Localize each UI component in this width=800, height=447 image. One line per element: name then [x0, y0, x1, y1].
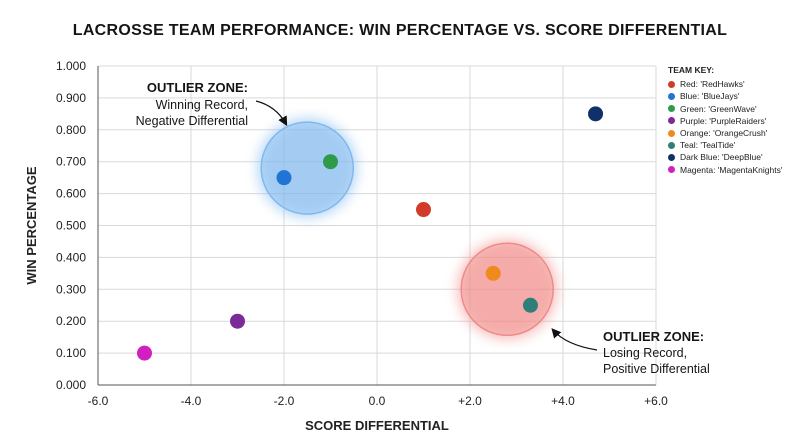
- annotation-arrow: [255, 100, 288, 127]
- legend-swatch: [668, 129, 675, 137]
- y-tick-label: 0.900: [56, 91, 86, 105]
- legend-item: Red: 'RedHawks': [668, 78, 782, 90]
- legend-swatch: [668, 80, 675, 88]
- legend-item: Blue: 'BlueJays': [668, 90, 782, 102]
- axes: -6.0 -4.0 -2.0 0.0 +2.0 +4.0 +6.0 0.000 0.100 0.2…: [24, 59, 668, 433]
- zone-circle: [260, 121, 354, 215]
- y-tick-label: 1.000: [56, 59, 86, 73]
- annotation-arrow: [551, 328, 598, 351]
- data-point: [416, 202, 431, 218]
- outlier-zones: [257, 118, 558, 340]
- x-tick-label: -2.0: [274, 394, 295, 408]
- legend-label: Blue: 'BlueJays': [680, 91, 740, 102]
- legend-item: Green: 'GreenWave': [668, 103, 782, 115]
- data-points: [137, 106, 604, 361]
- x-tick-label: -4.0: [181, 394, 202, 408]
- legend-item: Teal: 'TealTide': [668, 139, 782, 151]
- data-point: [323, 154, 338, 170]
- zone-circle: [460, 242, 554, 337]
- data-point: [230, 313, 245, 329]
- y-tick-label: 0.400: [56, 250, 86, 264]
- x-axis-label: SCORE DIFFERENTIAL: [305, 418, 449, 433]
- annotation-line: Losing Record,: [603, 346, 687, 360]
- legend-swatch: [668, 166, 675, 174]
- annotation-line: Winning Record,: [156, 98, 248, 112]
- legend-label: Purple: 'PurpleRaiders': [680, 115, 767, 126]
- annotation-title: OUTLIER ZONE:: [603, 329, 704, 344]
- x-tick-label: 0.0: [369, 394, 386, 408]
- legend-swatch: [668, 154, 675, 162]
- legend-swatch: [668, 93, 675, 100]
- legend-swatch: [668, 117, 675, 125]
- grid: [97, 65, 657, 386]
- x-tick-label: -6.0: [88, 394, 109, 408]
- x-tick-label: +2.0: [458, 394, 482, 408]
- y-axis-label: WIN PERCENTAGE: [24, 166, 39, 285]
- data-point: [522, 297, 538, 313]
- annotation-line: Positive Differential: [603, 362, 710, 376]
- legend-label: Dark Blue: 'DeepBlue': [680, 152, 763, 163]
- y-tick-label: 0.300: [56, 282, 86, 296]
- x-tick-label: +4.0: [551, 394, 575, 408]
- outlier-zone-1: [257, 118, 358, 219]
- data-point: [588, 106, 604, 122]
- legend-item: Magenta: 'MagentaKnights': [668, 164, 782, 176]
- annotation-losing-record: OUTLIER ZONE: Losing Record, Positive Diff…: [551, 328, 710, 376]
- annotation-winning-record: OUTLIER ZONE: Winning Record, Negative Dif…: [136, 80, 288, 128]
- outlier-zone-2: [457, 239, 558, 340]
- legend-label: Green: 'GreenWave': [680, 103, 757, 114]
- zone-glow: [257, 118, 358, 219]
- legend-swatch: [668, 141, 675, 149]
- annotation-title: OUTLIER ZONE:: [147, 80, 248, 95]
- legend-label: Teal: 'TealTide': [680, 140, 736, 151]
- y-tick-label: 0.800: [56, 123, 86, 137]
- y-tick-label: 0.700: [56, 155, 86, 169]
- annotations: OUTLIER ZONE: Winning Record, Negative Dif…: [136, 80, 710, 376]
- legend-item: Orange: 'OrangeCrush': [668, 127, 782, 139]
- legend-label: Magenta: 'MagentaKnights': [680, 164, 783, 175]
- x-tick-label: +6.0: [644, 394, 668, 408]
- zone-glow: [457, 239, 558, 340]
- chart-title: LACROSSE TEAM PERFORMANCE: WIN PERCENTAG…: [72, 22, 728, 39]
- data-point: [485, 265, 501, 281]
- y-tick-label: 0.500: [56, 219, 86, 233]
- data-point: [276, 170, 292, 186]
- y-tick-label: 0.100: [56, 346, 86, 360]
- legend-label: Red: 'RedHawks': [680, 79, 745, 90]
- legend-label: Orange: 'OrangeCrush': [680, 128, 768, 139]
- annotation-line: Negative Differential: [136, 114, 248, 128]
- legend-swatch: [668, 105, 675, 113]
- legend-title: TEAM KEY:: [668, 65, 715, 75]
- legend-item: Purple: 'PurpleRaiders': [668, 115, 782, 127]
- y-tick-label: 0.000: [56, 378, 86, 392]
- legend-item: Dark Blue: 'DeepBlue': [668, 151, 782, 163]
- y-tick-label: 0.200: [56, 314, 86, 328]
- y-tick-label: 0.600: [56, 187, 86, 201]
- data-point: [137, 345, 152, 361]
- legend: TEAM KEY: Red: 'RedHawks' Blue: 'BlueJays…: [668, 64, 782, 176]
